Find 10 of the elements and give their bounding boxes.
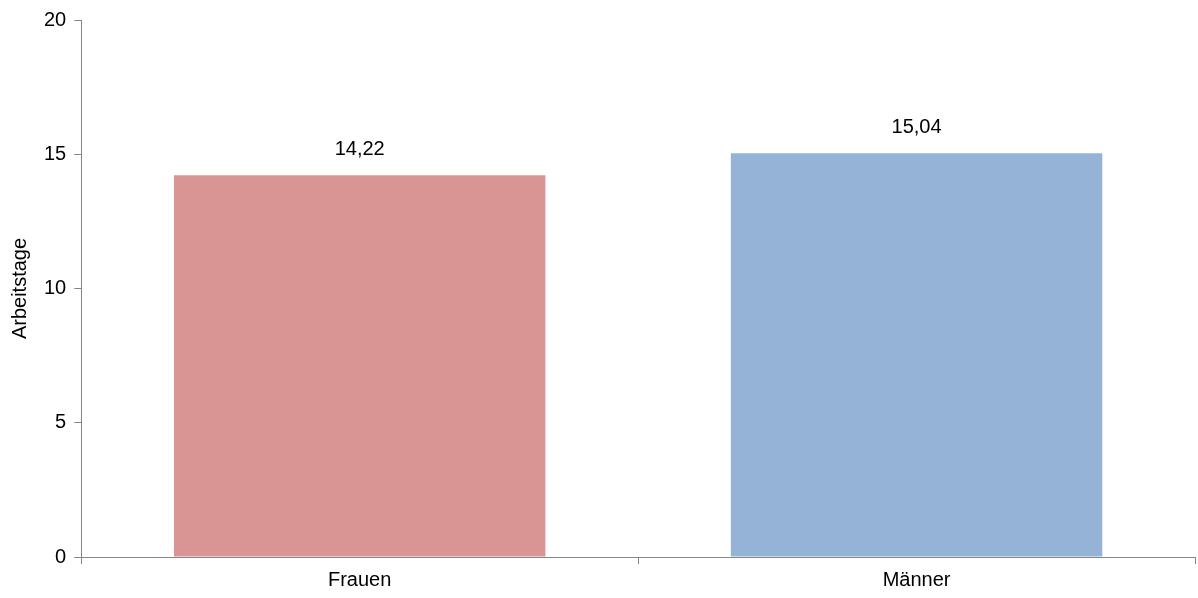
- y-tick-label: 5: [55, 410, 67, 433]
- x-tick-label: Frauen: [328, 567, 392, 590]
- y-tick-label: 0: [55, 544, 67, 567]
- y-tick-label: 15: [44, 141, 67, 164]
- x-tick-label: Männer: [882, 567, 951, 590]
- y-tick-label: 20: [44, 7, 67, 30]
- data-label: 15,04: [891, 114, 942, 137]
- y-tick-label: 10: [44, 276, 67, 299]
- data-label: 14,22: [334, 136, 385, 159]
- y-axis-title: Arbeitstage: [7, 237, 30, 340]
